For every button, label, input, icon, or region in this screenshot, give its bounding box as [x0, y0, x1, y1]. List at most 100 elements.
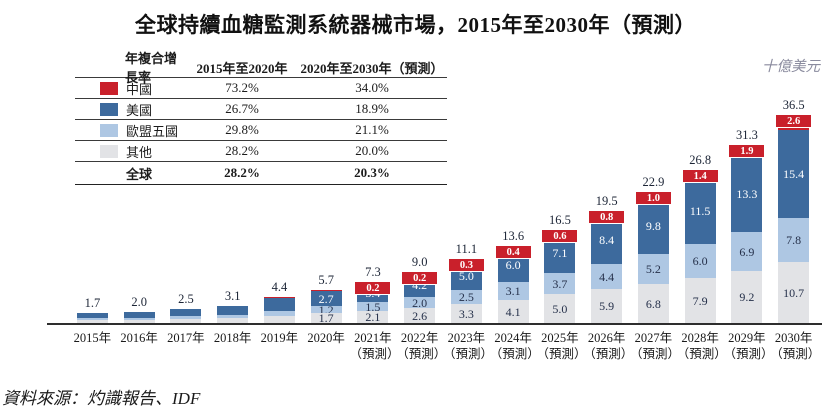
cagr-value-2015-2020: 28.2% [225, 143, 259, 158]
segment-other: 2.6 [404, 308, 436, 323]
segment-label-other: 4.1 [505, 304, 521, 319]
bar-group: 22.9 9.8 5.2 6.8 1.0 [630, 175, 677, 323]
bars-row: 1.72.02.53.14.45.72.71.21.77.33.41.52.10… [47, 90, 822, 325]
x-tick-forecast-suffix: （預測） [676, 347, 727, 361]
segment-label-eu5: 3.7 [552, 276, 568, 291]
x-axis-tick-label: 2026年 （預測） [583, 325, 634, 362]
segment-label-us: 2.7 [318, 291, 334, 306]
legend-row-label: 美國 [126, 102, 153, 118]
cagr-legend-table: 年複合增長率 2015年至2020年 2020年至2030年（預測） 中國 73.… [75, 51, 447, 185]
segment-label-other: 1.7 [318, 311, 334, 325]
segment-eu5 [123, 318, 155, 320]
segment-eu5: 1.2 [310, 302, 342, 317]
segment-label-us: 15.4 [783, 167, 805, 181]
cagr-value-2020-2030: 20.0% [355, 143, 389, 158]
bar-total-label: 2.5 [178, 292, 194, 306]
segment-label-eu5: 7.8 [786, 233, 802, 247]
x-tick-year: 2020年 [307, 331, 345, 345]
segment-label-eu5: 6.9 [739, 244, 755, 259]
segment-other [123, 320, 155, 323]
bar-stack: 31.3 13.3 6.9 9.2 1.9 [728, 128, 766, 323]
bar-group: 26.8 11.5 6.0 7.9 1.4 [677, 153, 724, 323]
x-axis-tick-label: 2029年 （預測） [724, 325, 774, 362]
x-tick-forecast-suffix: （預測） [583, 347, 634, 361]
segment-other: 3.3 [450, 304, 482, 323]
cagr-header-2015-2020: 2015年至2020年 [196, 60, 288, 76]
x-tick-year: 2019年 [260, 331, 299, 345]
segment-label-us: 8.4 [599, 233, 615, 247]
x-tick-forecast-suffix: （預測） [770, 347, 821, 361]
bar-group: 13.6 6.0 3.1 4.1 0.4 [490, 229, 537, 323]
segment-label-other: 5.9 [599, 299, 615, 313]
segment-us: 2.7 [310, 291, 342, 306]
bar-total-label: 3.1 [224, 289, 241, 303]
x-tick-year: 2022年 [400, 331, 439, 345]
bar-stack: 2.0 [123, 295, 155, 323]
bar-stack: 11.1 5.0 2.5 3.3 0.3 [447, 242, 485, 323]
segment-eu5: 3.1 [497, 282, 529, 300]
x-axis-tick-label: 2028年 （預測） [676, 325, 727, 362]
segment-label-other: 6.8 [645, 296, 661, 311]
cagr-value-2015-2020: 28.2% [224, 165, 260, 180]
x-tick-year: 2028年 [681, 331, 719, 345]
segment-label-us: 9.8 [645, 219, 661, 233]
x-tick-year: 2029年 [728, 331, 766, 345]
cagr-table-header-row: 年複合增長率 2015年至2020年 2020年至2030年（預測） [75, 51, 447, 85]
x-axis-tick-label: 2017年 [163, 325, 210, 362]
segment-label-other: 2.6 [412, 308, 428, 323]
x-tick-year: 2025年 [541, 331, 579, 345]
legend-swatch-eu5 [100, 123, 118, 137]
bar-total-label: 2.0 [131, 295, 147, 309]
bar-group: 2.5 [163, 292, 210, 323]
segment-eu5: 6.9 [731, 232, 763, 271]
x-tick-year: 2023年 [447, 331, 486, 345]
x-axis-tick-label: 2027年 （預測） [630, 325, 680, 362]
segment-label-us: 5.0 [458, 268, 474, 283]
segment-label-china-badge: 0.2 [401, 271, 439, 285]
bar-stack: 1.7 [76, 296, 108, 323]
bar-total-label: 4.4 [271, 280, 288, 294]
segment-label-china-badge: 0.2 [354, 281, 392, 295]
x-axis-tick-label: 2020年 [303, 325, 350, 362]
segment-us: 13.3 [731, 156, 763, 232]
segment-label-other: 5.0 [552, 301, 568, 316]
segment-eu5 [170, 316, 202, 319]
bar-group: 31.3 13.3 6.9 9.2 1.9 [724, 128, 771, 323]
bar-total-label: 36.5 [782, 98, 805, 112]
x-tick-forecast-suffix: （預測） [349, 347, 400, 361]
bar-stack: 3.1 [217, 289, 249, 323]
x-axis-tick-label: 2025年 （預測） [537, 325, 587, 362]
segment-label-china-badge: 1.0 [634, 191, 672, 205]
source-note: 資料來源：灼識報告、IDF [2, 389, 201, 408]
cagr-value-2020-2030: 20.3% [354, 165, 390, 180]
bar-total-label: 7.3 [365, 265, 381, 279]
segment-other: 2.1 [357, 311, 389, 323]
cagr-header-metric: 年複合增長率 [125, 51, 178, 85]
segment-label-eu5: 1.2 [318, 302, 334, 317]
page-title: 全球持續血糖監測系統器械市場，2015年至2030年（預測） [135, 13, 696, 37]
segment-label-us: 6.0 [505, 258, 521, 272]
bar-stack: 5.7 2.7 1.2 1.7 [310, 273, 342, 325]
segment-label-eu5: 2.5 [458, 290, 474, 304]
segment-other: 7.9 [684, 278, 716, 323]
segment-label-china-badge: 1.9 [728, 144, 766, 158]
bar-group: 9.0 4.2 2.0 2.6 0.2 [396, 255, 443, 323]
x-tick-year: 2027年 [634, 331, 673, 345]
segment-label-us: 11.5 [689, 204, 711, 218]
x-axis-tick-label: 2016年 [116, 325, 163, 362]
segment-eu5: 2.0 [404, 297, 436, 309]
segment-label-china-badge: 0.6 [541, 229, 579, 243]
cagr-table-row: 歐盟五國 29.8% 21.1% [75, 120, 447, 141]
bar-group: 2.0 [116, 295, 163, 323]
stacked-bar-chart: 1.72.02.53.14.45.72.71.21.77.33.41.52.10… [47, 90, 822, 362]
segment-eu5: 7.8 [778, 218, 810, 262]
segment-label-china-badge: 2.6 [775, 114, 813, 128]
cagr-table-row: 美國 26.7% 18.9% [75, 99, 447, 120]
x-tick-year: 2017年 [167, 331, 205, 345]
bar-stack: 13.6 6.0 3.1 4.1 0.4 [494, 229, 532, 323]
segment-us [217, 306, 249, 315]
y-axis-unit-label: 十億美元 [762, 59, 820, 75]
bar-group: 3.1 [209, 289, 256, 323]
bar-group: 36.5 15.4 7.8 10.7 2.6 [770, 98, 817, 323]
bar-total-label: 1.7 [84, 296, 101, 310]
